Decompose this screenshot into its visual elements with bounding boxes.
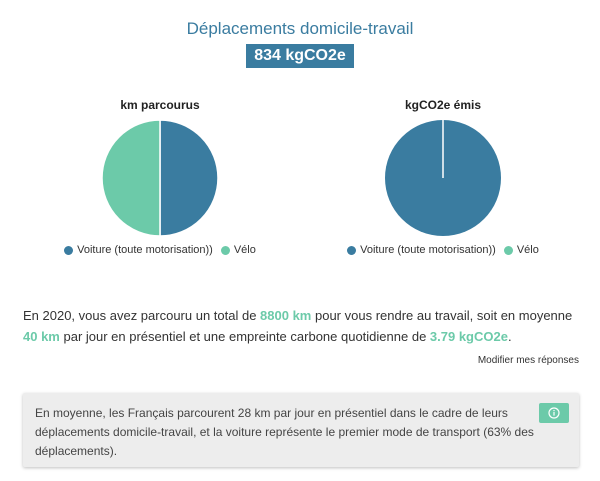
chart-co2: kgCO2e émis Voiture (toute motorisation)… xyxy=(318,96,568,256)
summary-text: En 2020, vous avez parcouru un total de … xyxy=(23,305,579,347)
page-title: Déplacements domicile-travail xyxy=(186,19,414,38)
header: Déplacements domicile-travail 834 kgCO2e xyxy=(0,18,600,68)
legend-label: Voiture (toute motorisation)) xyxy=(77,244,213,256)
info-icon xyxy=(548,407,560,419)
pie-chart-km xyxy=(101,119,219,237)
legend-swatch xyxy=(64,245,74,255)
legend-item-velo[interactable]: Vélo xyxy=(220,244,256,256)
pie-slice-velo[interactable] xyxy=(101,119,161,237)
summary-part: pour vous rendre au travail, soit en moy… xyxy=(311,308,573,323)
pie-chart-co2 xyxy=(385,120,501,236)
info-text: En moyenne, les Français parcourent 28 k… xyxy=(35,406,534,458)
chart-legend: Voiture (toute motorisation)) Vélo xyxy=(35,244,285,256)
legend-swatch xyxy=(220,245,230,255)
legend-item-voiture[interactable]: Voiture (toute motorisation)) xyxy=(64,244,213,256)
chart-legend: Voiture (toute motorisation)) Vélo xyxy=(318,244,568,256)
legend-label: Vélo xyxy=(516,244,539,256)
modify-answers-link[interactable]: Modifier mes réponses xyxy=(477,355,579,366)
legend-item-velo[interactable]: Vélo xyxy=(503,244,539,256)
info-button[interactable] xyxy=(539,403,569,423)
legend-swatch xyxy=(503,245,513,255)
summary-part: . xyxy=(507,329,512,344)
legend-label: Vélo xyxy=(233,244,256,256)
daily-distance: 40 km xyxy=(23,329,60,344)
summary-part: En 2020, vous avez parcouru un total de xyxy=(23,308,261,323)
daily-emissions: 3.79 kgCO2e xyxy=(429,329,508,344)
total-distance: 8800 km xyxy=(260,308,312,323)
summary-part: par jour en présentiel et une empreinte … xyxy=(59,329,430,344)
legend-swatch xyxy=(347,245,357,255)
chart-title: km parcourus xyxy=(120,98,200,112)
legend-item-voiture[interactable]: Voiture (toute motorisation)) xyxy=(347,244,496,256)
chart-km: km parcourus Voiture (toute motorisation… xyxy=(35,96,285,256)
pie-slice-voiture[interactable] xyxy=(159,119,219,237)
total-emissions-badge: 834 kgCO2e xyxy=(246,44,354,68)
info-box: En moyenne, les Français parcourent 28 k… xyxy=(23,393,579,467)
chart-title: kgCO2e émis xyxy=(404,98,482,112)
legend-label: Voiture (toute motorisation)) xyxy=(360,244,496,256)
